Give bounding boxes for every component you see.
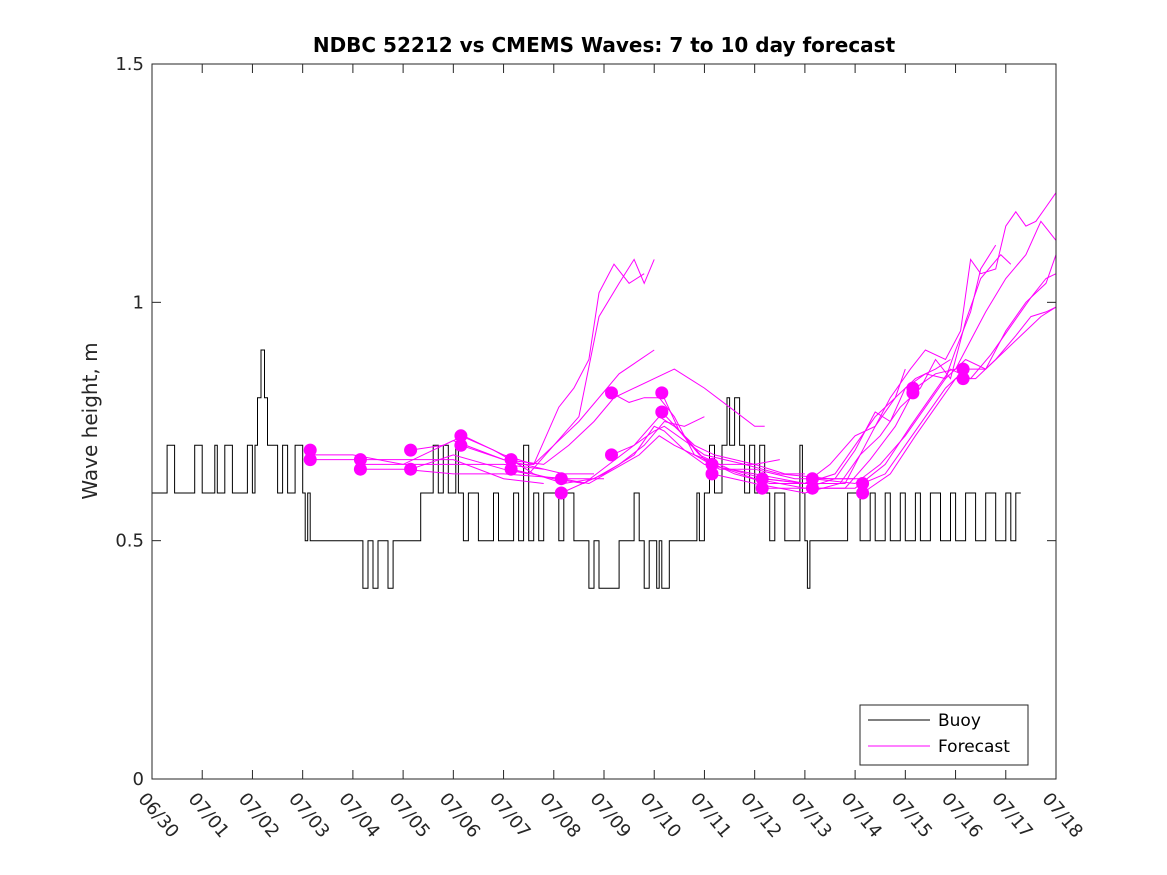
forecast-start-marker	[353, 462, 367, 476]
forecast-start-marker	[655, 386, 669, 400]
forecast-start-marker	[404, 462, 418, 476]
forecast-line	[310, 459, 544, 484]
forecast-start-marker	[454, 438, 468, 452]
chart-title: NDBC 52212 vs CMEMS Waves: 7 to 10 day f…	[313, 33, 896, 57]
forecast-start-marker	[906, 386, 920, 400]
plot-area	[152, 64, 1056, 779]
data-layer	[152, 192, 1057, 589]
forecast-line	[360, 440, 594, 475]
forecast-start-marker	[956, 372, 970, 386]
forecast-start-marker	[504, 462, 518, 476]
forecast-start-marker	[705, 467, 719, 481]
forecast-start-marker	[454, 429, 468, 443]
y-tick-label: 0.5	[115, 531, 144, 552]
forecast-start-marker	[805, 481, 819, 495]
legend: Buoy Forecast	[859, 704, 1029, 766]
legend-buoy-label: Buoy	[938, 711, 981, 731]
y-axis-label: Wave height, m	[78, 342, 102, 499]
forecast-start-marker	[554, 486, 568, 500]
forecast-start-marker	[655, 405, 669, 419]
forecast-line	[862, 306, 1057, 494]
y-tick-label: 0	[133, 769, 144, 790]
forecast-start-marker	[856, 477, 870, 490]
forecast-start-marker	[956, 362, 970, 376]
forecast-start-marker	[805, 472, 819, 486]
forecast-start-marker	[303, 453, 317, 467]
forecast-line	[762, 192, 1057, 484]
forecast-start-marker	[303, 443, 317, 457]
forecast-start-marker	[705, 457, 719, 471]
forecast-start-marker	[504, 453, 518, 467]
forecast-start-marker	[554, 472, 568, 486]
forecast-line	[561, 425, 830, 494]
forecast-start-marker	[755, 481, 769, 495]
y-tick-label: 1.5	[115, 54, 144, 75]
forecast-start-marker	[353, 453, 367, 467]
forecast-start-marker	[856, 486, 870, 500]
forecast-line	[762, 220, 1057, 489]
forecast-line	[460, 368, 765, 465]
forecast-line	[561, 435, 805, 485]
forecast-line	[360, 468, 604, 480]
y-tick-label: 1	[133, 292, 144, 313]
legend-box	[859, 704, 1029, 766]
legend-forecast-label: Forecast	[938, 737, 1010, 757]
forecast-start-marker	[605, 386, 618, 400]
forecast-start-marker	[404, 443, 418, 457]
forecast-start-marker	[755, 472, 769, 486]
forecast-line	[661, 359, 951, 484]
forecast-start-marker	[605, 448, 618, 462]
forecast-line	[410, 258, 655, 475]
